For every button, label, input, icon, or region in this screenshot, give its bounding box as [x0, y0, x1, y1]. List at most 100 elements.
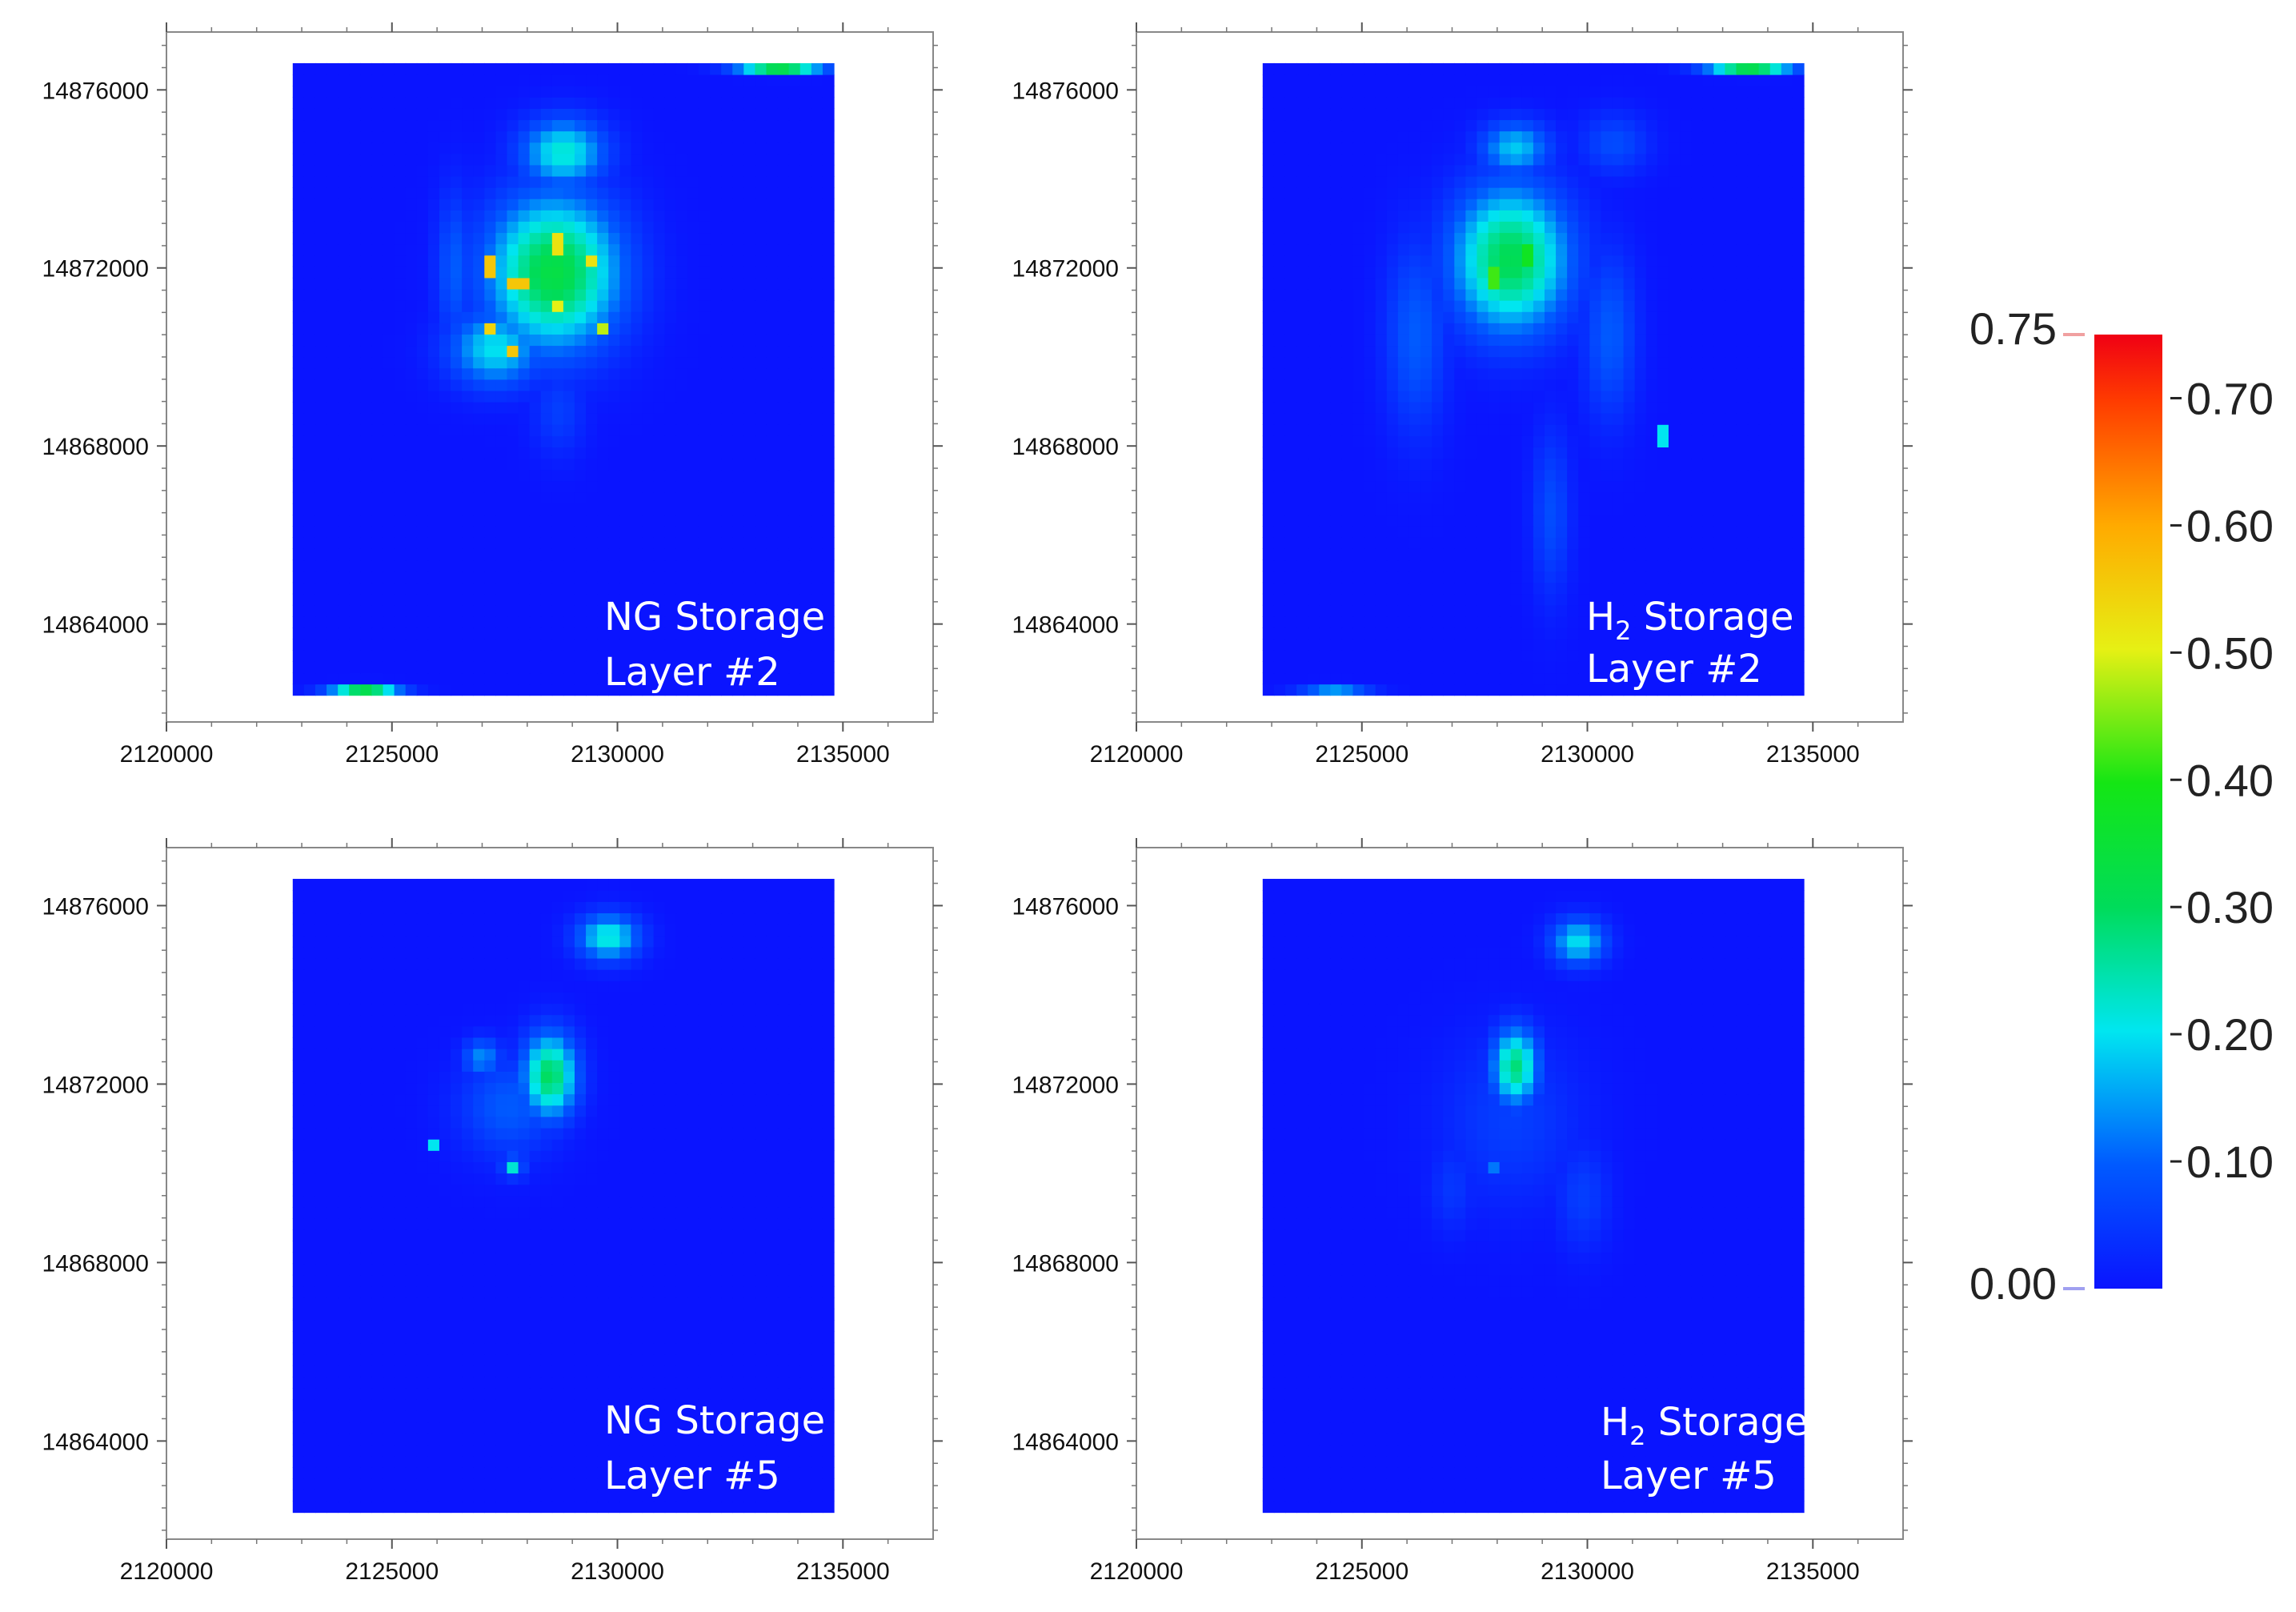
heat-cell [1408, 277, 1421, 290]
heat-cell [349, 424, 361, 436]
heat-cell [574, 221, 587, 234]
heat-cell [1477, 221, 1489, 234]
heat-cell [1556, 491, 1568, 504]
heat-cell [360, 447, 373, 459]
heat-cell [349, 108, 361, 121]
heat-cell [1308, 277, 1320, 290]
heat-cell [507, 469, 519, 482]
heat-cell [551, 684, 564, 696]
heat-cell [721, 639, 733, 651]
heat-cell [1556, 604, 1568, 617]
heat-cell [1273, 345, 1286, 358]
heat-cell [1769, 356, 1782, 369]
heat-cell [777, 367, 790, 380]
heat-cell [303, 672, 316, 685]
heat-cell [1668, 424, 1681, 436]
heat-cell [1465, 650, 1478, 662]
heat-cell [664, 232, 677, 245]
heat-cell [495, 684, 508, 696]
heat-cell [338, 650, 350, 662]
heat-cell [1612, 367, 1625, 380]
heat-cell [1634, 469, 1647, 482]
heat-cell [642, 582, 655, 595]
heat-cell [405, 650, 418, 662]
heat-cell [1308, 345, 1320, 358]
heat-cell [1273, 469, 1286, 482]
heat-cell [1544, 311, 1557, 323]
heat-cell [1420, 232, 1432, 245]
heat-cell [1341, 571, 1354, 583]
heat-cell [1556, 221, 1568, 234]
heat-cell [1364, 503, 1376, 515]
heat-cell [788, 628, 801, 640]
heat-cell [1634, 232, 1647, 245]
heat-cell [1330, 458, 1343, 471]
heat-cell [507, 571, 519, 583]
heat-cell [1680, 537, 1692, 549]
heat-cell [811, 684, 823, 696]
heat-cell [1499, 334, 1512, 347]
heat-cell [766, 379, 779, 391]
heat-cell [405, 469, 418, 482]
heat-cell [1668, 593, 1681, 606]
heat-cell [608, 266, 620, 279]
heat-cell [1465, 323, 1478, 335]
heat-cell [811, 153, 823, 166]
heat-cell [1747, 255, 1760, 267]
heat-cell [687, 175, 699, 188]
heat-cell [1578, 334, 1590, 347]
heat-cell [1533, 187, 1545, 199]
heat-cell [462, 401, 474, 414]
heat-cell [1341, 243, 1354, 256]
heat-cell [1319, 458, 1331, 471]
heat-cell [732, 243, 744, 256]
heat-cell [1556, 210, 1568, 222]
heat-cell [1364, 221, 1376, 234]
heat-cell [1352, 639, 1365, 651]
heat-cell [315, 559, 327, 572]
heat-cell [1420, 559, 1432, 572]
heat-cell [653, 334, 666, 347]
heat-cell [1691, 390, 1703, 403]
heat-cell [1601, 639, 1613, 651]
heat-cell [608, 650, 620, 662]
heat-cell [777, 480, 790, 493]
heat-cell [1792, 221, 1805, 234]
heat-cell [1612, 334, 1625, 347]
heat-cell [1634, 323, 1647, 335]
heat-cell [1499, 356, 1512, 369]
heat-cell [1375, 582, 1388, 595]
heat-cell [1645, 367, 1658, 380]
heat-cell [1364, 604, 1376, 617]
heat-cell [1680, 628, 1692, 640]
heat-cell [675, 604, 688, 617]
heat-cell [1330, 255, 1343, 267]
heat-cell [1623, 548, 1636, 561]
heat-cell [1397, 548, 1410, 561]
heat-cell [1601, 311, 1613, 323]
heat-cell [315, 639, 327, 651]
heat-cell [563, 379, 575, 391]
heat-cell [1408, 187, 1421, 199]
heat-cell [1713, 559, 1726, 572]
heat-cell [551, 447, 564, 459]
heat-cell [1397, 413, 1410, 425]
heat-cell [597, 650, 609, 662]
heat-cell [1284, 175, 1297, 188]
heat-cell [1408, 684, 1421, 696]
heat-cell [755, 221, 767, 234]
heat-cell [484, 334, 496, 347]
heat-cell [484, 175, 496, 188]
heat-cell [473, 639, 485, 651]
heat-cell [1623, 628, 1636, 640]
heat-cell [1567, 390, 1579, 403]
heat-cell [439, 210, 451, 222]
heat-cell [1567, 210, 1579, 222]
heat-cell [394, 537, 407, 549]
heat-cell [484, 571, 496, 583]
heat-cell [349, 345, 361, 358]
heat-cell [416, 232, 429, 245]
heat-cell [1781, 413, 1793, 425]
heat-cell [1634, 503, 1647, 515]
heat-cell [563, 401, 575, 414]
